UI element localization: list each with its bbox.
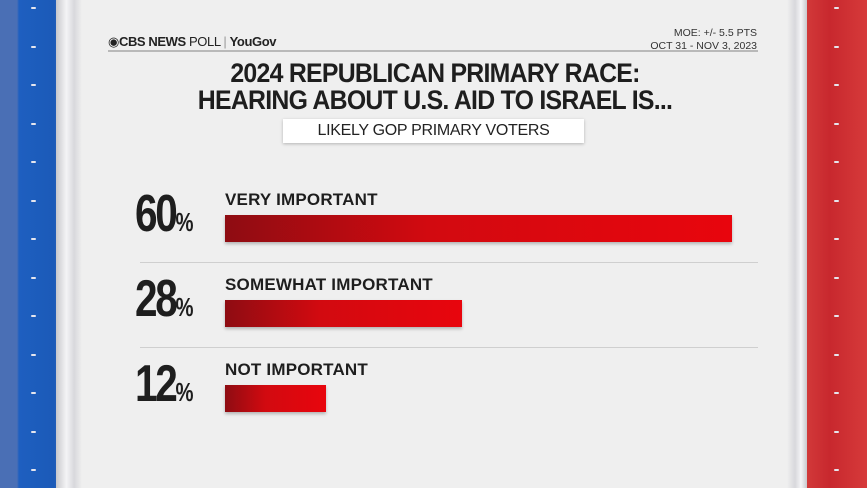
moe: MOE: +/- 5.5 PTS <box>673 27 757 39</box>
category-label: SOMEWHAT IMPORTANT <box>225 275 433 294</box>
brand-poll: POLL <box>189 34 221 49</box>
poll-meta: MOE: +/- 5.5 PTS OCT 31 - NOV 3, 2023 <box>650 27 757 53</box>
category-label: NOT IMPORTANT <box>225 360 368 379</box>
panel-tick <box>31 392 36 394</box>
category-label: VERY IMPORTANT <box>225 190 378 209</box>
cbs-yougov-logo: ◉CBS NEWS POLL | YouGov <box>108 34 277 49</box>
brand-partner: YouGov <box>229 34 277 49</box>
poll-dates: OCT 31 - NOV 3, 2023 <box>650 40 757 52</box>
panel-tick <box>31 430 36 433</box>
bar <box>225 300 462 327</box>
panel-tick <box>834 7 839 9</box>
panel-tick <box>31 469 36 471</box>
bar <box>225 385 327 412</box>
panel-tick <box>834 430 839 433</box>
panel-tick <box>834 276 839 279</box>
left-blue-panel <box>0 0 58 488</box>
brand-cbs: CBS NEWS <box>118 34 186 49</box>
panel-tick <box>834 161 839 163</box>
value-label: 60% <box>135 185 194 243</box>
title-line-2: HEARING ABOUT U.S. AID TO ISRAEL IS... <box>197 85 673 115</box>
row-divider <box>140 347 758 348</box>
panel-tick <box>834 469 839 471</box>
value-label: 28% <box>135 270 194 328</box>
row-divider <box>140 262 758 263</box>
panel-tick <box>834 315 839 317</box>
panel-tick <box>31 276 36 279</box>
bar <box>225 215 732 242</box>
chart-subtitle: LIKELY GOP PRIMARY VOTERS <box>283 119 584 143</box>
left-panel-edge <box>56 0 82 488</box>
panel-tick <box>834 199 839 202</box>
panel-tick <box>31 84 36 86</box>
right-red-panel <box>805 0 867 488</box>
chart-title: 2024 REPUBLICAN PRIMARY RACE: HEARING AB… <box>108 60 761 114</box>
panel-tick <box>834 122 839 125</box>
panel-tick <box>31 315 36 317</box>
panel-tick <box>834 238 839 240</box>
panel-tick <box>834 84 839 86</box>
panel-tick <box>31 122 36 125</box>
right-panel-edge <box>787 0 807 488</box>
panel-tick <box>834 392 839 394</box>
cbs-eye-icon: ◉ <box>108 34 119 49</box>
header-divider <box>108 50 758 52</box>
panel-tick <box>834 45 839 48</box>
panel-tick <box>31 161 36 163</box>
panel-tick <box>31 353 36 356</box>
panel-tick <box>834 353 839 356</box>
title-line-1: 2024 REPUBLICAN PRIMARY RACE: <box>230 58 640 88</box>
panel-tick <box>31 45 36 48</box>
panel-tick <box>31 238 36 240</box>
panel-tick <box>31 199 36 202</box>
value-label: 12% <box>135 355 194 413</box>
panel-tick <box>31 7 36 9</box>
